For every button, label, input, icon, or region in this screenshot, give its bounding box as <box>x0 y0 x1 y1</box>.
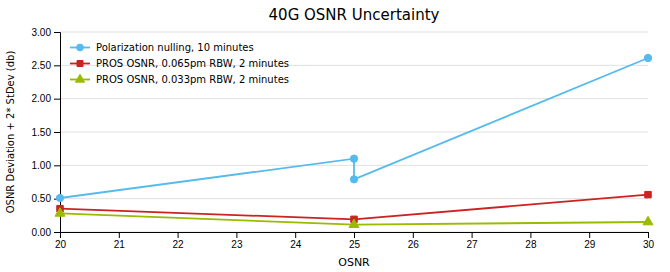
tick: 30 <box>643 232 655 250</box>
legend-marker <box>75 74 84 82</box>
tick-mark <box>54 99 60 100</box>
legend-marker <box>77 44 84 51</box>
tick-label: 21 <box>114 239 126 250</box>
point <box>643 216 653 225</box>
point <box>350 176 357 183</box>
tick: 2.00 <box>32 93 60 104</box>
series <box>57 191 651 222</box>
tick-mark <box>54 65 60 66</box>
tick-label: 23 <box>231 239 243 250</box>
tick-label: 0.00 <box>32 227 52 238</box>
grid-line <box>60 32 648 33</box>
tick: 22 <box>173 232 185 250</box>
tick: 24 <box>290 232 302 250</box>
axis-line <box>61 233 649 239</box>
x-axis: 20 21 22 23 24 25 26 27 28 29 30 <box>55 232 655 250</box>
tick-label: 1.50 <box>32 127 52 138</box>
legend-label: Polarization nulling, 10 minutes <box>96 42 254 53</box>
marks <box>55 54 653 227</box>
legend-label: PROS OSNR, 0.033pm RBW, 2 minutes <box>96 74 289 85</box>
tick-mark <box>119 232 120 238</box>
legend-label: PROS OSNR, 0.065pm RBW, 2 minutes <box>96 58 289 69</box>
tick-label: 22 <box>173 239 185 250</box>
tick-label: 3.00 <box>32 27 52 38</box>
point <box>350 155 357 162</box>
tick-label: 30 <box>643 239 655 250</box>
point <box>644 54 651 61</box>
tick-label: 27 <box>467 239 479 250</box>
tick-mark <box>530 232 531 238</box>
tick-mark <box>236 232 237 238</box>
tick: 27 <box>467 232 479 250</box>
y-axis-title: OSNR Deviation + 2* StDev (db) <box>5 51 16 214</box>
point <box>56 194 63 201</box>
legend: Polarization nulling, 10 minutes PROS OSN… <box>70 42 289 85</box>
tick-mark <box>54 232 60 233</box>
tick-label: 0.50 <box>32 193 52 204</box>
tick-label: 2.00 <box>32 93 52 104</box>
tick-mark <box>354 232 355 238</box>
legend-item: PROS OSNR, 0.033pm RBW, 2 minutes <box>70 74 289 85</box>
title: 40G OSNR Uncertainty <box>269 6 440 24</box>
tick: 20 <box>55 232 67 250</box>
tick-mark <box>54 32 60 33</box>
tick-mark <box>54 132 60 133</box>
series <box>56 54 651 201</box>
tick-label: 20 <box>55 239 67 250</box>
tick: 25 <box>349 232 361 250</box>
tick-label: 26 <box>408 239 420 250</box>
tick-mark <box>648 232 649 238</box>
tick: 1.00 <box>32 160 60 171</box>
tick: 3.00 <box>32 27 60 38</box>
legend-item: Polarization nulling, 10 minutes <box>70 42 254 53</box>
grid-line <box>60 132 648 133</box>
tick: 29 <box>584 232 596 250</box>
x-axis-title: OSNR <box>338 256 370 269</box>
tick-label: 2.50 <box>32 60 52 71</box>
tick-label: 1.00 <box>32 160 52 171</box>
chart: 20 21 22 23 24 25 26 27 28 29 30 0.00 0.50 1.00 1.50 2.… <box>0 0 670 272</box>
tick-mark <box>413 232 414 238</box>
tick: 23 <box>231 232 243 250</box>
series-line <box>60 58 648 198</box>
grid <box>60 32 648 232</box>
tick-label: 25 <box>349 239 361 250</box>
tick: 28 <box>525 232 537 250</box>
axis-line <box>54 33 61 233</box>
legend-item: PROS OSNR, 0.065pm RBW, 2 minutes <box>70 58 289 69</box>
tick-mark <box>295 232 296 238</box>
tick-mark <box>472 232 473 238</box>
series <box>55 208 653 228</box>
tick-label: 29 <box>584 239 596 250</box>
tick: 21 <box>114 232 126 250</box>
tick-mark <box>589 232 590 238</box>
tick: 0.00 <box>32 227 60 238</box>
grid-line <box>60 198 648 199</box>
tick-label: 24 <box>290 239 302 250</box>
tick-label: 28 <box>525 239 537 250</box>
point <box>349 219 359 228</box>
tick-mark <box>54 165 60 166</box>
legend-marker <box>77 61 83 67</box>
point <box>55 208 65 217</box>
tick: 2.50 <box>32 60 60 71</box>
tick: 0.50 <box>32 193 60 204</box>
tick-mark <box>178 232 179 238</box>
tick: 1.50 <box>32 127 60 138</box>
tick: 26 <box>408 232 420 250</box>
plot: 20 21 22 23 24 25 26 27 28 29 30 0.00 0.50 1.00 1.50 2.… <box>32 27 655 250</box>
grid-line <box>60 98 648 99</box>
y-axis: 0.00 0.50 1.00 1.50 2.00 2.50 3.00 <box>32 27 61 238</box>
point <box>645 191 651 197</box>
